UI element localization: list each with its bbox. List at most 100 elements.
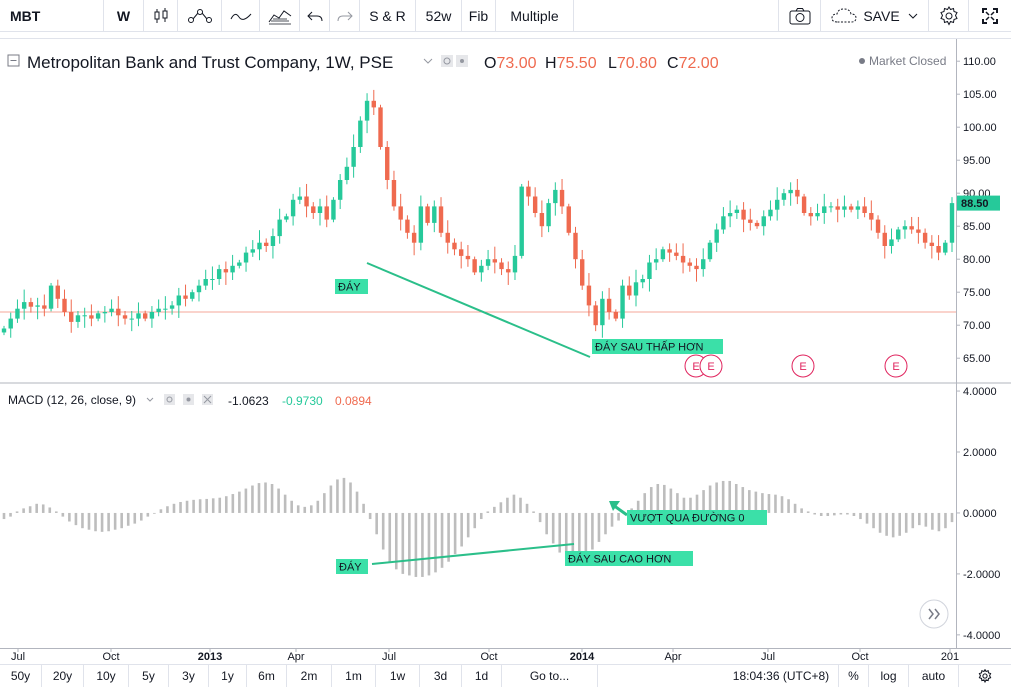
svg-text:E: E — [707, 361, 714, 373]
sr-button[interactable]: S & R — [360, 0, 416, 31]
macd-bar — [440, 512, 444, 568]
macd-bar — [146, 512, 150, 517]
svg-text:88.50: 88.50 — [961, 198, 989, 210]
percent-toggle[interactable]: % — [838, 665, 868, 687]
macd-bar — [460, 512, 463, 547]
candle — [364, 93, 370, 134]
macd-bar — [166, 506, 169, 513]
candle — [331, 197, 336, 223]
macd-bar — [538, 512, 542, 523]
indicators-button[interactable] — [178, 0, 222, 31]
interval-button[interactable]: W — [104, 0, 144, 31]
candle — [808, 207, 814, 226]
macd-title: MACD (12, 26, close, 9) — [8, 393, 136, 407]
earnings-marker[interactable]: E — [699, 354, 723, 378]
candle — [613, 309, 619, 322]
undo-button[interactable] — [300, 0, 330, 31]
auto-toggle[interactable]: auto — [908, 665, 958, 687]
legend-action-icons[interactable] — [441, 55, 468, 67]
macd-bar — [473, 512, 477, 529]
fib-button[interactable]: Fib — [462, 0, 496, 31]
macd-bar — [486, 511, 490, 513]
chart-area[interactable]: 65.00 70.00 75.00 80.00 85.00 90.00 95.00 100.0… — [0, 38, 1011, 668]
candle — [250, 240, 255, 257]
candle — [875, 215, 881, 239]
macd-bar — [368, 512, 372, 520]
macd-bar — [663, 484, 666, 513]
macd-bar — [571, 512, 575, 562]
compare-button[interactable] — [260, 0, 300, 31]
range-button-1m[interactable]: 1m — [332, 665, 376, 687]
settings-button[interactable] — [928, 0, 968, 31]
goto-button[interactable]: Go to... — [502, 665, 598, 687]
svg-text:L70.80: L70.80 — [608, 55, 657, 72]
candle — [620, 279, 625, 328]
macd-bar — [885, 512, 888, 536]
symbol-label: MBT — [10, 7, 41, 24]
price-legend: Metropolitan Bank and Trust Company, 1W,… — [7, 53, 946, 72]
range-button-10y[interactable]: 10y — [84, 665, 129, 687]
candle — [458, 241, 464, 269]
candle — [210, 266, 215, 290]
range-button-6m[interactable]: 6m — [247, 665, 287, 687]
macd-bar — [741, 487, 745, 513]
candle — [223, 261, 229, 285]
scroll-to-realtime-button[interactable] — [919, 599, 949, 629]
macd-bar — [578, 512, 581, 561]
save-button[interactable]: SAVE — [820, 0, 928, 31]
candle — [553, 182, 558, 216]
candle — [102, 306, 108, 323]
macd-action-icons[interactable] — [164, 394, 213, 405]
macd-bar — [643, 493, 647, 513]
earnings-marker[interactable]: E — [791, 354, 815, 378]
range-button-1d[interactable]: 1d — [462, 665, 502, 687]
snapshot-button[interactable] — [778, 0, 820, 31]
candle — [499, 258, 504, 276]
range-button-1y[interactable]: 1y — [209, 665, 247, 687]
macd-bar — [787, 499, 790, 513]
chevron-down-icon — [908, 13, 918, 19]
time-tick-label: 2013 — [198, 651, 222, 663]
candle — [714, 223, 719, 252]
candle — [754, 220, 760, 229]
chart-canvas[interactable]: 65.0070.0075.0080.0085.0090.0095.00100.0… — [0, 38, 1011, 668]
fullscreen-button[interactable] — [968, 0, 1011, 31]
gear-icon — [939, 5, 958, 26]
range-button-5y[interactable]: 5y — [129, 665, 169, 687]
candle-style-button[interactable] — [144, 0, 178, 31]
52w-button[interactable]: 52w — [416, 0, 462, 31]
symbol-search-button[interactable]: MBT — [0, 0, 104, 31]
range-button-3y[interactable]: 3y — [169, 665, 209, 687]
chart-settings-button[interactable] — [958, 665, 1011, 687]
multiple-button[interactable]: Multiple — [496, 0, 574, 31]
candle — [425, 203, 430, 226]
macd-bar — [434, 512, 437, 573]
svg-text:O73.00: O73.00 — [484, 55, 537, 72]
candle — [48, 282, 54, 312]
macd-bar — [153, 512, 156, 514]
range-button-50y[interactable]: 50y — [0, 665, 42, 687]
macd-bar — [715, 482, 718, 513]
redo-button[interactable] — [330, 0, 360, 31]
range-button-2m[interactable]: 2m — [287, 665, 332, 687]
range-button-20y[interactable]: 20y — [42, 665, 84, 687]
line-tool-button[interactable] — [222, 0, 260, 31]
candle — [95, 310, 101, 322]
candle — [378, 104, 383, 150]
candle — [593, 301, 598, 332]
cross-arrow — [609, 501, 628, 517]
candle — [869, 200, 874, 231]
range-button-3d[interactable]: 3d — [420, 665, 462, 687]
earnings-marker[interactable]: E — [884, 354, 908, 378]
macd-bar — [728, 480, 732, 513]
candle — [385, 141, 390, 190]
price-y-axis[interactable]: 65.0070.0075.0080.0085.0090.0095.00100.0… — [956, 56, 997, 365]
macd-y-axis[interactable]: 4.0000 2.0000 0.0000 -2.0000 -4.0000 — [956, 386, 1000, 642]
macd-bar — [721, 480, 725, 513]
log-toggle[interactable]: log — [868, 665, 908, 687]
macd-bar — [381, 512, 385, 550]
candle — [727, 200, 733, 228]
range-button-1w[interactable]: 1w — [376, 665, 420, 687]
collapse-legend-button[interactable] — [7, 54, 20, 67]
time-x-axis[interactable]: Jul Oct 2013 Apr Jul Oct 2014 Apr Jul Oct 201 — [11, 648, 959, 663]
